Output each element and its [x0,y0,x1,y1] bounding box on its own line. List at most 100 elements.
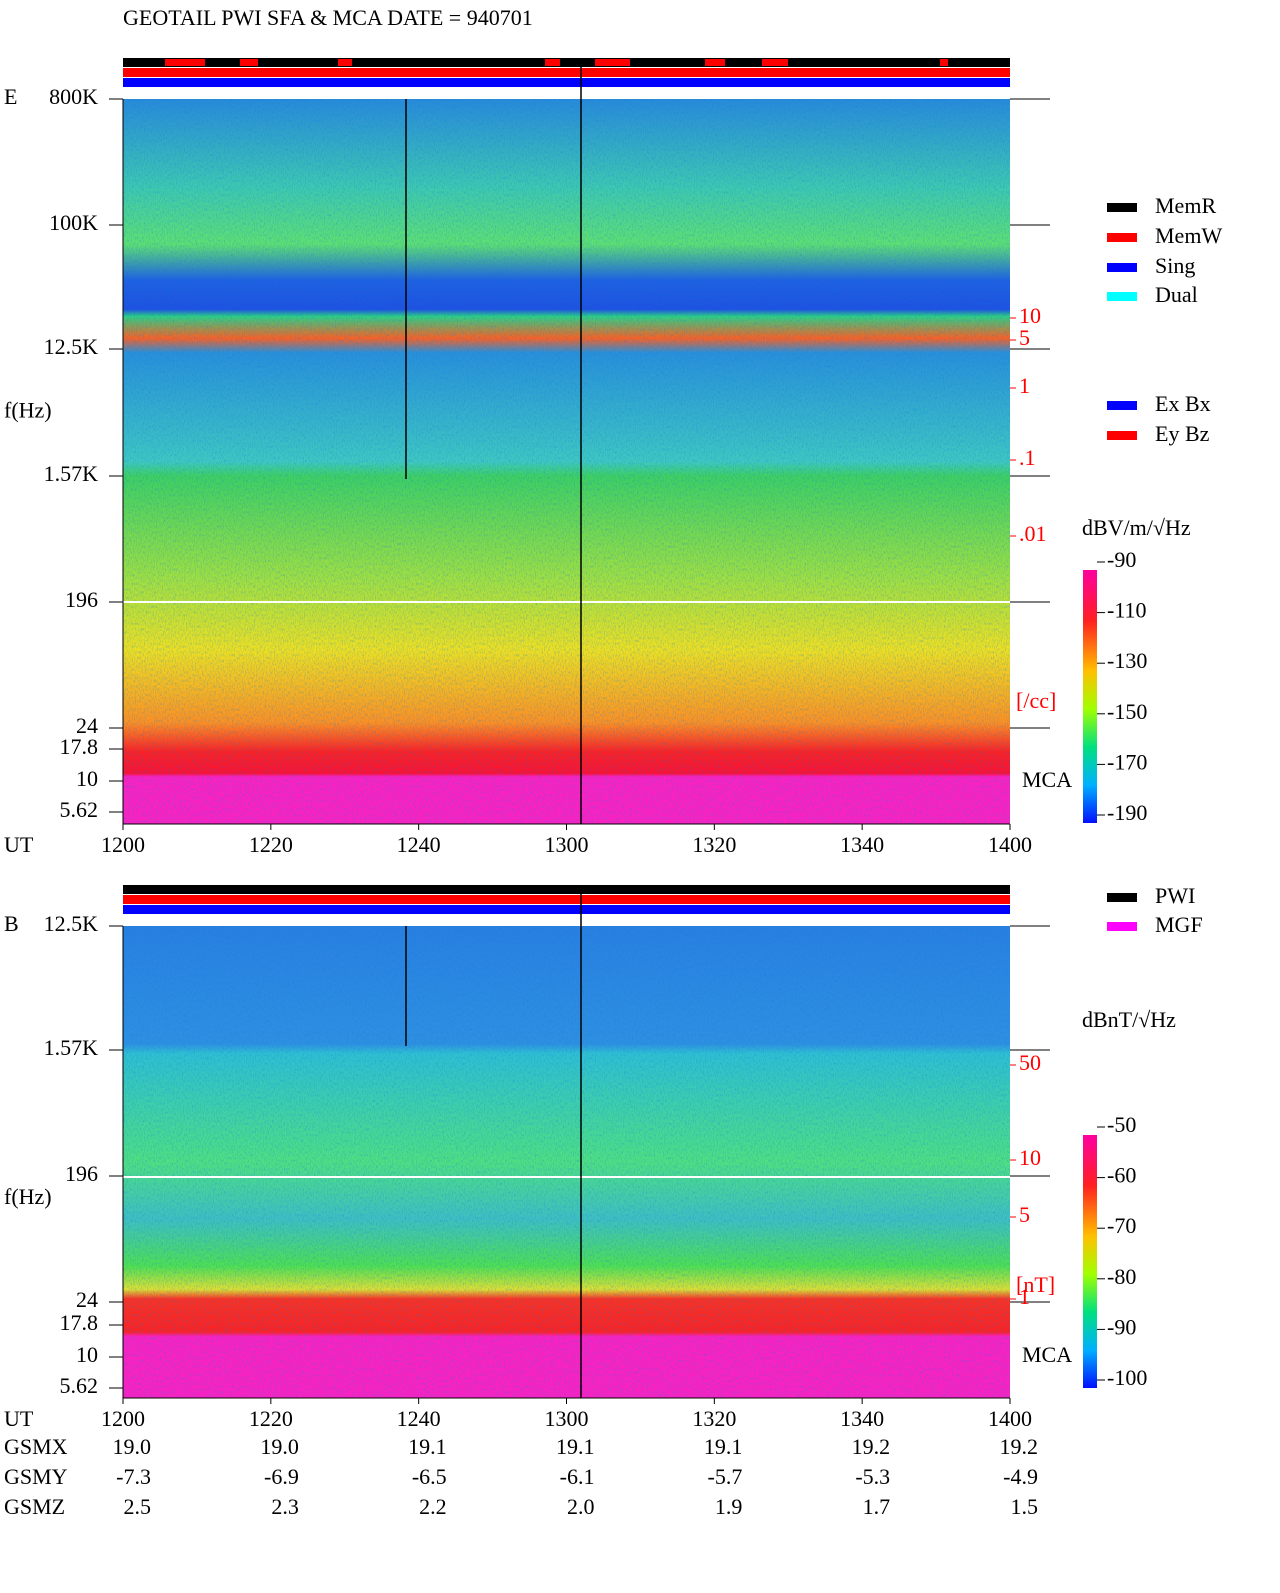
legend-swatch [1107,233,1137,242]
y-tick-label: 24 [76,1287,98,1312]
ephemeris-value: 2.0 [567,1494,595,1519]
legend-swatch [1107,401,1137,410]
ephemeris-value: -4.9 [1003,1464,1038,1489]
x-tick-label: 1300 [545,832,589,857]
y-tick-label: 5.62 [60,797,99,822]
status-bar [123,905,1010,914]
legend-entry: PWI [1155,883,1195,908]
y-tick-label: 800K [49,84,98,109]
status-segment [705,59,725,66]
colorbar-unit: dBnT/√Hz [1082,1007,1176,1032]
y-axis-label: f(Hz) [4,1184,52,1209]
legend-entry: Ex Bx [1155,391,1211,416]
legend-swatch [1107,922,1137,931]
status-segment [240,59,258,66]
x-tick-label: 1240 [397,1406,441,1431]
density-tick-label: 5 [1019,325,1030,350]
spectrogram-texture [123,926,1010,1398]
ephemeris-value: -5.7 [708,1464,743,1489]
colorbar-tick-label: -50 [1107,1112,1136,1137]
legend-entry: MemR [1155,193,1216,218]
density-tick-label: .1 [1019,445,1036,470]
mca-label: MCA [1022,1342,1072,1367]
y-tick-label: 5.62 [60,1373,99,1398]
x-tick-label: 1400 [988,832,1032,857]
colorbar [1083,1135,1097,1388]
status-segment [165,59,205,66]
y-tick-label: 100K [49,210,98,235]
ephemeris-value: 19.1 [704,1434,743,1459]
status-bar [123,58,1010,67]
ephemeris-value: -6.1 [560,1464,595,1489]
ephemeris-value: 2.3 [271,1494,299,1519]
density-tick-label: .01 [1019,521,1047,546]
ephemeris-value: 19.0 [113,1434,152,1459]
status-bar [123,885,1010,894]
y-tick-label: 12.5K [44,334,99,359]
density-tick-label: 10 [1019,303,1041,328]
ephemeris-value: -7.3 [116,1464,151,1489]
density-tick-label: 5 [1019,1202,1030,1227]
status-bar [123,68,1010,77]
y-tick-label: 10 [76,1342,98,1367]
colorbar-tick-label: -190 [1107,800,1147,825]
density-tick-label: 1 [1019,373,1030,398]
colorbar-unit: dBV/m/√Hz [1082,515,1191,540]
ephemeris-value: 19.1 [408,1434,447,1459]
status-bar [123,78,1010,87]
density-tick-label: 10 [1019,1145,1041,1170]
legend-entry: MGF [1155,912,1203,937]
legend-swatch [1107,431,1137,440]
legend-entry: Dual [1155,282,1198,307]
ephemeris-value: 2.2 [419,1494,447,1519]
ephemeris-value: -6.9 [264,1464,299,1489]
title: GEOTAIL PWI SFA & MCA DATE = 940701 [123,5,533,30]
x-tick-label: 1320 [692,1406,736,1431]
colorbar-tick-label: -110 [1107,598,1147,623]
x-tick-label: 1240 [397,832,441,857]
density-unit: [nT] [1016,1272,1055,1297]
x-tick-label: 1400 [988,1406,1032,1431]
colorbar-tick-label: -150 [1107,699,1147,724]
legend-entry: Ey Bz [1155,421,1210,446]
ephemeris-label: GSMZ [4,1494,65,1519]
colorbar-tick-label: -90 [1107,547,1136,572]
x-tick-label: 1340 [840,1406,884,1431]
ephemeris-label: GSMY [4,1464,68,1489]
panel-label: E [4,84,17,109]
x-tick-label: 1200 [101,1406,145,1431]
x-axis-label: UT [4,1406,34,1431]
legend-swatch [1107,263,1137,272]
y-tick-label: 196 [65,1161,98,1186]
ephemeris-value: 1.9 [715,1494,743,1519]
density-unit: [/cc] [1016,688,1056,713]
status-segment [595,59,630,66]
ephemeris-label: GSMX [4,1434,68,1459]
y-tick-label: 10 [76,766,98,791]
y-tick-label: 17.8 [60,1310,99,1335]
x-tick-label: 1320 [692,832,736,857]
y-tick-label: 1.57K [44,461,99,486]
y-tick-label: 1.57K [44,1035,99,1060]
density-tick-label: 1 [1019,1284,1030,1309]
status-bar [123,895,1010,904]
y-tick-label: 24 [76,713,98,738]
ephemeris-value: 19.1 [556,1434,595,1459]
colorbar [1083,570,1097,823]
colorbar-tick-label: -80 [1107,1264,1136,1289]
colorbar-tick-label: -90 [1107,1314,1136,1339]
colorbar-tick-label: -170 [1107,749,1147,774]
mca-label: MCA [1022,767,1072,792]
y-tick-label: 17.8 [60,734,99,759]
legend-swatch [1107,893,1137,902]
x-tick-label: 1220 [249,1406,293,1431]
x-tick-label: 1200 [101,832,145,857]
legend-entry: Sing [1155,253,1195,278]
panel-label: B [4,911,19,936]
ephemeris-value: 1.7 [863,1494,891,1519]
ephemeris-value: 19.0 [260,1434,299,1459]
y-tick-label: 12.5K [44,911,99,936]
ephemeris-value: 19.2 [1000,1434,1039,1459]
legend-swatch [1107,203,1137,212]
